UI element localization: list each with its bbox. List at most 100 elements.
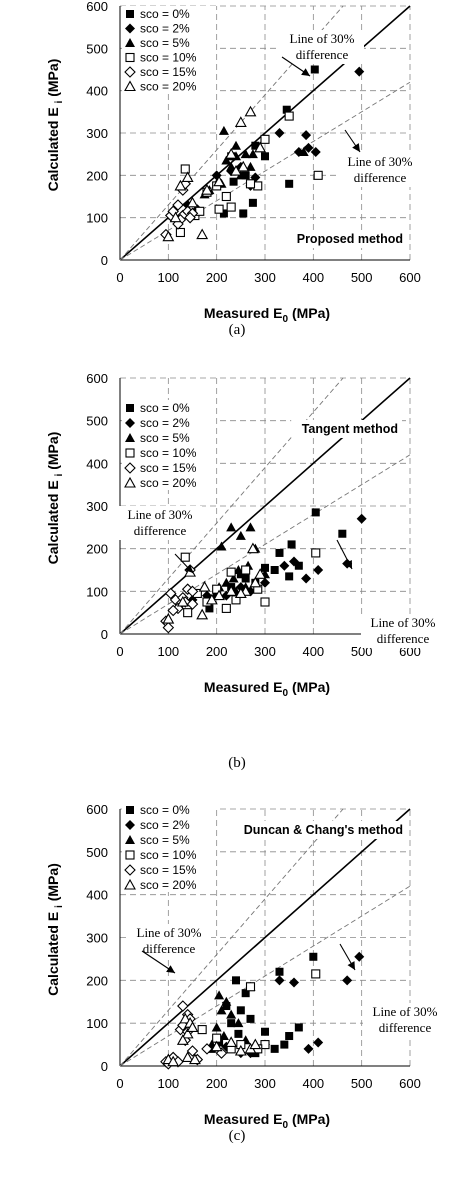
legend-label: sco = 10% [140, 51, 197, 65]
x-tick-label: 600 [399, 1076, 421, 1091]
annotation-background [127, 924, 211, 958]
legend-background [122, 49, 216, 64]
data-point-square-open [183, 608, 193, 618]
panel-caption: (a) [229, 322, 246, 338]
legend-label: sco = 5% [140, 833, 190, 847]
x-tick-label: 0 [116, 270, 123, 285]
data-point-square-open [226, 202, 236, 212]
data-point-square-filled [261, 152, 269, 161]
legend-background [122, 847, 216, 862]
annotation-background [361, 614, 445, 648]
data-point-diamond-open [177, 1000, 189, 1012]
y-tick-label: 0 [101, 253, 108, 268]
upper-30pct-line [119, 808, 344, 1067]
data-point-triangle-open [213, 589, 226, 601]
annotation-text: Line of 30% [137, 925, 202, 940]
y-axis-label: Calculated E i (MPa) [45, 863, 65, 996]
data-point-triangle-filled [211, 1022, 222, 1032]
lower-30pct-line [119, 454, 411, 635]
legend-background [122, 64, 216, 79]
legend-marker [124, 462, 136, 474]
data-point-triangle-filled [214, 990, 225, 1000]
data-point-square-open [313, 170, 323, 180]
x-tick-label: 400 [302, 1076, 324, 1091]
method-label: Tangent method [302, 422, 398, 436]
x-tick-label: 200 [206, 1076, 228, 1091]
y-tick-label: 200 [86, 973, 108, 988]
data-point-diamond-filled [303, 142, 314, 153]
legend-marker [125, 52, 135, 63]
data-point-square-filled [241, 574, 250, 583]
data-point-diamond-filled [356, 513, 367, 524]
data-point-diamond-open [186, 585, 199, 598]
data-point-triangle-open [254, 141, 267, 153]
legend-marker [124, 66, 136, 78]
data-point-triangle-open [176, 1034, 189, 1045]
lower-30pct-line [119, 81, 411, 261]
annotation-text: difference [379, 1020, 432, 1035]
data-point-diamond-filled [279, 560, 290, 571]
data-point-diamond-filled [313, 565, 324, 575]
data-point-triangle-filled [218, 125, 229, 135]
data-point-diamond-open [162, 621, 175, 634]
data-point-triangle-open [196, 228, 209, 240]
annotation-background [338, 153, 422, 187]
legend-marker [126, 806, 134, 814]
data-point-diamond-filled [354, 66, 365, 77]
data-point-square-open [311, 548, 321, 558]
annotation-text: Line of 30% [128, 507, 193, 522]
data-point-triangle-open [198, 580, 211, 592]
y-tick-label: 500 [86, 845, 108, 860]
legend-marker [125, 418, 135, 428]
data-point-triangle-open [167, 1055, 180, 1067]
data-point-triangle-open [225, 148, 238, 159]
legend-background [122, 6, 216, 21]
annotation-text: difference [354, 170, 407, 185]
data-point-square-open [214, 204, 224, 214]
data-point-square-open [260, 597, 270, 607]
data-point-square-filled [261, 563, 269, 572]
y-tick-label: 100 [86, 584, 108, 599]
annotation-background [280, 30, 364, 64]
annotation-background [363, 1003, 447, 1037]
data-point-square-open [311, 969, 321, 979]
method-label: Proposed method [297, 232, 403, 246]
y-axis-label: Calculated E i (MPa) [45, 432, 65, 565]
data-point-triangle-filled [298, 147, 309, 157]
y-tick-label: 100 [86, 1016, 108, 1031]
x-tick-label: 500 [351, 270, 373, 285]
method-label-background [231, 821, 407, 839]
data-point-square-filled [310, 65, 319, 74]
data-point-triangle-open [230, 164, 242, 176]
data-point-triangle-open [162, 230, 175, 242]
data-point-square-filled [246, 1014, 255, 1023]
legend-marker [125, 23, 135, 34]
data-point-triangle-open [234, 587, 247, 599]
data-point-triangle-open [234, 1044, 247, 1056]
legend-marker [124, 80, 136, 92]
legend-marker [124, 878, 136, 890]
data-point-triangle-open [249, 576, 262, 588]
arrowhead [166, 965, 175, 973]
data-point-triangle-open [213, 175, 226, 187]
data-point-diamond-open [186, 1045, 199, 1057]
arrowhead [301, 68, 310, 76]
data-point-diamond-filled [313, 1037, 324, 1048]
data-point-diamond-filled [301, 130, 312, 141]
data-point-triangle-filled [240, 149, 251, 159]
data-point-triangle-open [244, 105, 257, 117]
data-point-diamond-open [201, 1043, 213, 1055]
data-point-square-open [221, 191, 231, 202]
y-tick-label: 600 [86, 371, 108, 386]
legend-label: sco = 10% [140, 446, 197, 460]
legend-marker [126, 404, 134, 412]
legend-background [122, 78, 216, 93]
data-point-triangle-filled [247, 149, 258, 159]
data-point-square-filled [285, 179, 294, 188]
data-point-triangle-open [179, 1012, 192, 1024]
legend-background [122, 445, 216, 460]
y-tick-label: 0 [101, 1059, 108, 1074]
legend-label: sco = 2% [140, 22, 190, 36]
data-point-triangle-filled [228, 573, 239, 583]
equality-line [119, 808, 411, 1067]
